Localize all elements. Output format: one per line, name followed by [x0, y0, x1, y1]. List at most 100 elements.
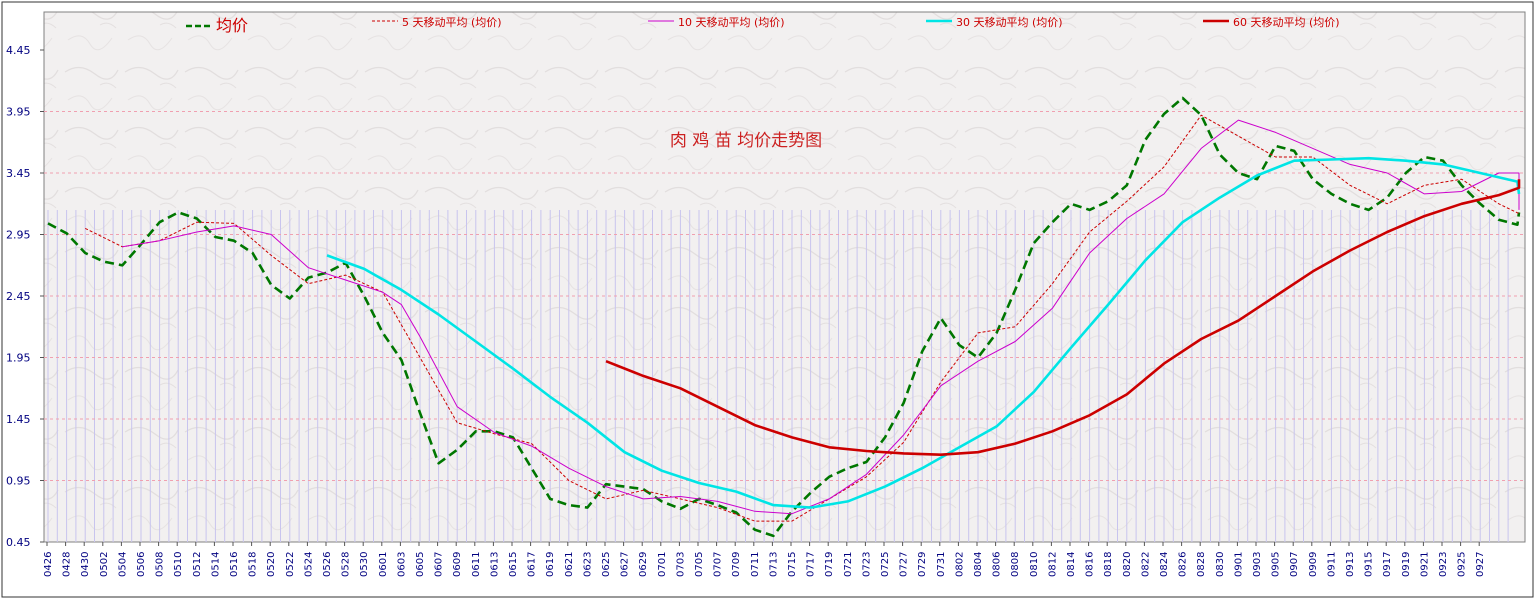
x-tick-label: 0707 [713, 552, 724, 577]
x-tick-label: 0911 [1326, 552, 1337, 577]
y-tick-label: 4.45 [6, 44, 31, 57]
x-tick-label: 0909 [1308, 552, 1319, 577]
y-tick-label: 1.45 [6, 413, 31, 426]
x-tick-label: 0927 [1475, 552, 1486, 577]
x-tick-label: 0830 [1215, 552, 1226, 577]
x-tick-label: 0522 [285, 552, 296, 577]
x-tick-label: 0516 [229, 552, 240, 577]
legend-label: 60 天移动平均 (均价) [1233, 16, 1340, 29]
x-tick-label: 0504 [117, 552, 128, 577]
x-tick-label: 0923 [1438, 552, 1449, 577]
x-tick-label: 0816 [1085, 552, 1096, 577]
x-tick-label: 0731 [936, 552, 947, 577]
x-tick-label: 0808 [1010, 552, 1021, 577]
x-tick-label: 0601 [378, 552, 389, 577]
x-tick-label: 0617 [527, 552, 538, 577]
x-tick-label: 0518 [248, 552, 259, 577]
x-tick-label: 0512 [192, 552, 203, 577]
legend-label: 5 天移动平均 (均价) [402, 16, 502, 29]
x-tick-label: 0812 [1047, 552, 1058, 577]
x-tick-label: 0615 [508, 552, 519, 577]
x-tick-label: 0804 [973, 552, 984, 577]
x-tick-label: 0721 [843, 552, 854, 577]
x-tick-label: 0508 [155, 552, 166, 577]
x-tick-label: 0917 [1382, 552, 1393, 577]
y-tick-label: 0.45 [6, 536, 31, 549]
x-tick-label: 0514 [210, 552, 221, 577]
x-tick-label: 0709 [731, 552, 742, 577]
x-tick-label: 0719 [824, 552, 835, 577]
x-tick-label: 0820 [1122, 552, 1133, 577]
x-tick-label: 0426 [43, 552, 54, 577]
legend: 均价 5 天移动平均 (均价) 10 天移动平均 (均价) 30 天移动平均 (均价)… [186, 16, 1340, 35]
x-tick-label: 0814 [1066, 552, 1077, 577]
x-tick-label: 0925 [1457, 552, 1468, 577]
x-tick-label: 0824 [1159, 552, 1170, 577]
x-tick-label: 0705 [694, 552, 705, 577]
x-tick-label: 0603 [396, 552, 407, 577]
x-tick-label: 0528 [341, 552, 352, 577]
x-tick-label: 0826 [1178, 552, 1189, 577]
x-tick-label: 0810 [1029, 552, 1040, 577]
x-tick-label: 0621 [564, 552, 575, 577]
x-tick-label: 0921 [1419, 552, 1430, 577]
x-tick-label: 0915 [1364, 552, 1375, 577]
y-tick-label: 3.45 [6, 167, 31, 180]
y-tick-label: 1.95 [6, 352, 31, 365]
x-tick-label: 0818 [1103, 552, 1114, 577]
x-tick-label: 0703 [675, 552, 686, 577]
x-axis: 0426 0428 0430 0502 0504 0506 0508 0510 0512 0514… [43, 542, 1486, 577]
x-tick-label: 0729 [917, 552, 928, 577]
x-tick-label: 0613 [489, 552, 500, 577]
y-axis: 4.45 3.95 3.45 2.95 2.45 1.95 1.45 0.95 0.45 [6, 44, 44, 549]
y-tick-label: 2.95 [6, 229, 31, 242]
x-tick-label: 0619 [545, 552, 556, 577]
x-tick-label: 0430 [80, 552, 91, 577]
x-tick-label: 0627 [620, 552, 631, 577]
x-tick-label: 0901 [1233, 552, 1244, 577]
x-tick-label: 0727 [899, 552, 910, 577]
x-tick-label: 0725 [880, 552, 891, 577]
x-tick-label: 0919 [1401, 552, 1412, 577]
x-tick-label: 0828 [1196, 552, 1207, 577]
x-tick-label: 0530 [359, 552, 370, 577]
series-lines [47, 96, 1521, 538]
x-tick-label: 0428 [62, 552, 73, 577]
x-tick-label: 0502 [99, 552, 110, 577]
legend-label: 30 天移动平均 (均价) [956, 16, 1063, 29]
x-tick-label: 0510 [173, 552, 184, 577]
x-tick-label: 0524 [303, 552, 314, 577]
plot-area [43, 11, 1526, 543]
x-tick-label: 0625 [601, 552, 612, 577]
x-tick-label: 0506 [136, 552, 147, 577]
x-tick-label: 0711 [750, 552, 761, 577]
chart-title: 肉 鸡 苗 均价走势图 [670, 131, 822, 151]
legend-label: 10 天移动平均 (均价) [678, 16, 785, 29]
legend-label: 均价 [216, 16, 248, 35]
y-tick-label: 3.95 [6, 106, 31, 119]
date-bars [47, 210, 1509, 542]
x-tick-label: 0629 [638, 552, 649, 577]
x-tick-label: 0806 [992, 552, 1003, 577]
x-tick-label: 0907 [1289, 552, 1300, 577]
x-tick-label: 0520 [266, 552, 277, 577]
x-tick-label: 0526 [322, 552, 333, 577]
x-tick-label: 0717 [806, 552, 817, 577]
y-tick-label: 0.95 [6, 475, 31, 488]
series-line-4 [605, 179, 1521, 457]
x-tick-label: 0623 [582, 552, 593, 577]
x-tick-label: 0913 [1345, 552, 1356, 577]
x-tick-label: 0713 [768, 552, 779, 577]
x-tick-label: 0903 [1252, 552, 1263, 577]
x-tick-label: 0609 [452, 552, 463, 577]
x-tick-label: 0605 [415, 552, 426, 577]
x-tick-label: 0802 [954, 552, 965, 577]
x-tick-label: 0715 [787, 552, 798, 577]
x-tick-label: 0701 [657, 552, 668, 577]
series-line-3 [326, 156, 1521, 509]
y-tick-label: 2.45 [6, 290, 31, 303]
x-tick-label: 0822 [1140, 552, 1151, 577]
x-tick-label: 0905 [1271, 552, 1282, 577]
series-line-2 [122, 119, 1520, 515]
x-tick-label: 0607 [434, 552, 445, 577]
